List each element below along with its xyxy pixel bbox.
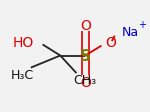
Text: Na: Na [122,26,139,38]
Text: +: + [138,19,146,29]
Text: HO: HO [13,36,34,50]
Text: O: O [105,36,116,50]
Text: O: O [80,18,91,32]
Text: S: S [80,49,91,63]
Text: H₃C: H₃C [11,68,34,81]
Text: O: O [80,75,91,89]
Text: CH₃: CH₃ [74,74,97,86]
